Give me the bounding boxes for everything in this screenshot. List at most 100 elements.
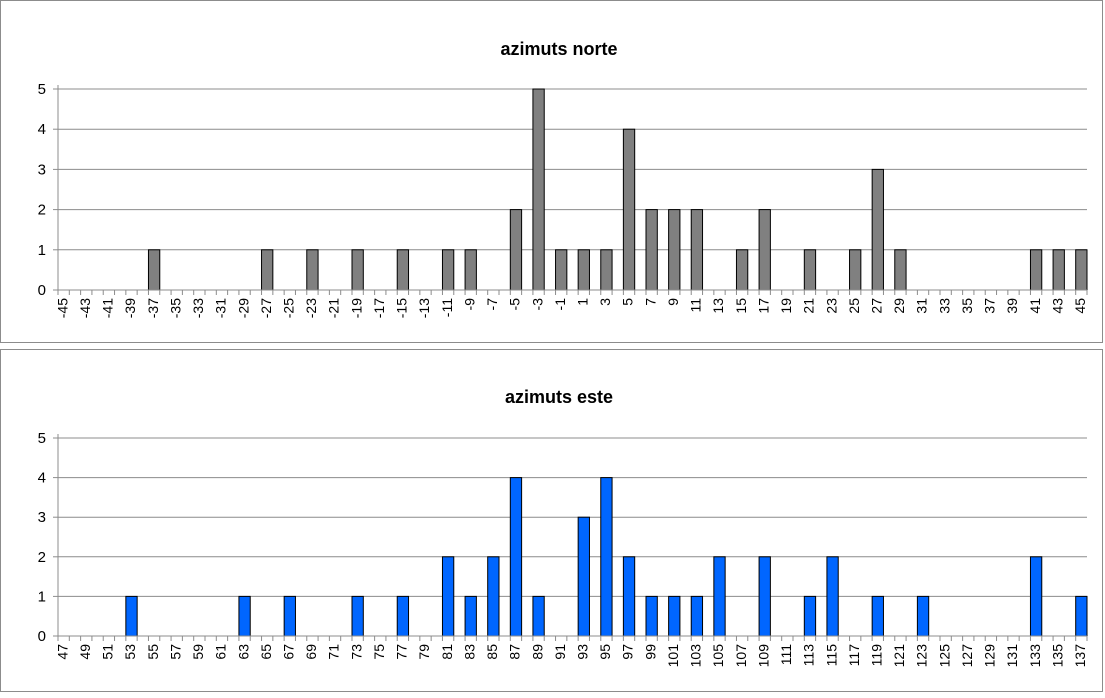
x-tick-label: -23 xyxy=(303,298,319,318)
x-tick-label: 73 xyxy=(348,644,364,660)
x-tick-label: 63 xyxy=(235,644,251,660)
x-tick-label: 67 xyxy=(281,644,297,660)
bar xyxy=(532,595,545,637)
bar xyxy=(396,249,410,291)
x-tick-label: 75 xyxy=(371,644,387,660)
x-tick-label: 59 xyxy=(190,644,206,660)
x-tick-label: 53 xyxy=(122,644,138,660)
bar xyxy=(283,595,296,637)
y-tick-label: 0 xyxy=(38,628,46,645)
bar xyxy=(916,595,930,637)
x-tick-label: 5 xyxy=(620,298,636,306)
x-tick-label: -3 xyxy=(529,298,545,311)
x-tick-label: 33 xyxy=(936,298,952,314)
bar xyxy=(577,249,590,291)
x-tick-label: 23 xyxy=(823,298,839,314)
bar xyxy=(487,556,500,637)
x-tick-label: -9 xyxy=(461,298,477,311)
x-tick-label: 69 xyxy=(303,644,319,660)
x-tick-label: 45 xyxy=(1072,298,1088,314)
bar xyxy=(803,249,817,291)
x-tick-label: 41 xyxy=(1027,298,1043,314)
x-tick-label: 71 xyxy=(326,644,342,660)
bar xyxy=(871,168,884,291)
x-tick-label: -19 xyxy=(348,298,364,318)
bar xyxy=(735,249,749,291)
bar xyxy=(351,249,364,291)
bar xyxy=(555,249,568,291)
y-tick-label: 1 xyxy=(38,588,46,605)
x-tick-label: 81 xyxy=(439,644,455,660)
bar xyxy=(758,556,771,637)
chart-title: azimuts este xyxy=(505,387,613,407)
x-tick-label: 137 xyxy=(1072,644,1088,668)
bar xyxy=(690,209,704,291)
x-tick-label: -27 xyxy=(258,298,274,318)
x-tick-label: 29 xyxy=(891,298,907,314)
x-tick-label: 21 xyxy=(801,298,817,314)
bar xyxy=(1075,595,1088,637)
x-tick-label: -5 xyxy=(507,298,523,311)
bar xyxy=(668,595,681,637)
bar xyxy=(758,209,771,291)
bar xyxy=(1075,249,1088,291)
bar xyxy=(261,249,274,291)
x-tick-label: 19 xyxy=(778,298,794,314)
x-tick-label: -33 xyxy=(190,298,206,318)
bar xyxy=(464,595,477,637)
x-tick-label: 43 xyxy=(1049,298,1065,314)
x-tick-label: 51 xyxy=(100,644,116,660)
bar xyxy=(1029,556,1043,637)
x-tick-label: -7 xyxy=(484,298,500,311)
x-tick-label: -25 xyxy=(281,298,297,318)
x-tick-label: 97 xyxy=(620,644,636,660)
x-tick-label: 3 xyxy=(597,298,613,306)
x-tick-label: -41 xyxy=(100,298,116,318)
x-tick-label: 35 xyxy=(959,298,975,314)
bar xyxy=(622,556,636,637)
x-tick-label: -35 xyxy=(167,298,183,318)
x-tick-label: -13 xyxy=(416,298,432,318)
x-tick-label: 99 xyxy=(642,644,658,660)
bar xyxy=(713,556,726,637)
bar xyxy=(509,209,523,291)
x-tick-label: 95 xyxy=(597,644,613,660)
bar xyxy=(396,595,410,637)
bar xyxy=(441,249,455,291)
x-tick-label: 9 xyxy=(665,298,681,306)
x-tick-label: 31 xyxy=(914,298,930,314)
bar xyxy=(690,595,704,637)
bar xyxy=(509,477,523,637)
x-tick-label: 83 xyxy=(461,644,477,660)
x-tick-label: 93 xyxy=(575,644,591,660)
x-tick-label: -31 xyxy=(213,298,229,318)
x-tick-label: -39 xyxy=(122,298,138,318)
bar xyxy=(600,477,613,637)
bar xyxy=(871,595,884,637)
y-tick-label: 4 xyxy=(38,470,46,487)
x-tick-label: 57 xyxy=(167,644,183,660)
x-tick-label: -37 xyxy=(145,298,161,318)
x-tick-label: 113 xyxy=(801,644,817,667)
x-tick-label: -1 xyxy=(552,298,568,311)
bar xyxy=(668,209,681,291)
y-tick-label: 3 xyxy=(38,509,46,526)
x-tick-label: -17 xyxy=(371,298,387,318)
x-tick-label: 17 xyxy=(755,298,771,314)
y-tick-label: 2 xyxy=(38,549,46,566)
x-tick-label: 121 xyxy=(891,644,907,668)
x-tick-label: 131 xyxy=(1004,644,1020,668)
x-tick-label: 79 xyxy=(416,644,432,660)
x-tick-label: 123 xyxy=(914,644,930,668)
x-tick-label: 11 xyxy=(688,298,704,313)
y-tick-label: 0 xyxy=(38,282,46,299)
x-tick-label: 85 xyxy=(484,644,500,660)
x-tick-label: 107 xyxy=(733,644,749,668)
x-tick-label: 77 xyxy=(394,644,410,660)
bar xyxy=(645,209,658,291)
x-tick-label: 91 xyxy=(552,644,568,660)
x-tick-label: 7 xyxy=(642,298,658,306)
x-tick-label: 119 xyxy=(869,644,885,667)
